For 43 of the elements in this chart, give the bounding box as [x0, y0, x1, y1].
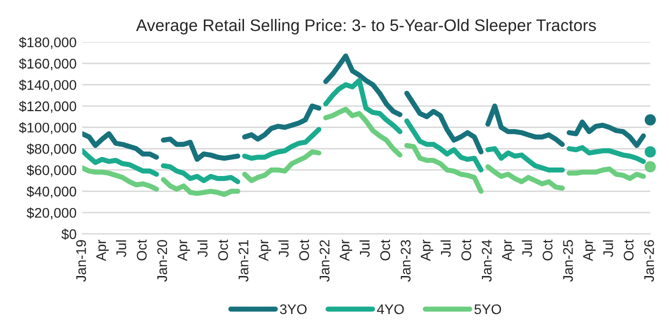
y-tick-label: $60,000 — [26, 164, 76, 177]
legend-label: 5YO — [474, 304, 502, 314]
x-tick-label: Jul — [440, 240, 451, 258]
x-tick-label: Jan-24 — [482, 240, 492, 282]
x-tick-label: Oct — [380, 240, 390, 260]
x-tick-label: Jan-23 — [400, 240, 411, 282]
x-tick-label: Jul — [116, 240, 126, 258]
y-tick-label: $20,000 — [26, 207, 76, 220]
x-tick-label: Jan-26 — [644, 240, 654, 282]
x-tick-label: Jan-22 — [320, 240, 330, 282]
x-tick-label: Apr — [258, 240, 272, 262]
x-tick-label: Jul — [278, 240, 289, 258]
x-tick-label: Apr — [502, 240, 515, 262]
y-tick-label: $100,000 — [18, 122, 76, 134]
y-tick-label: $140,000 — [18, 79, 76, 92]
legend-label: 4YO — [377, 304, 404, 314]
y-tick-label: $80,000 — [26, 143, 76, 156]
x-tick-label: Oct — [542, 240, 552, 260]
x-tick-label: Apr — [340, 240, 352, 262]
y-tick-label: $180,000 — [18, 36, 76, 49]
x-tick-label: Oct — [461, 240, 472, 260]
x-tick-label: Jan-20 — [157, 240, 168, 282]
x-tick-label: Jul — [602, 240, 614, 258]
y-tick-label: $0 — [61, 228, 76, 240]
y-tick-label: $160,000 — [18, 58, 76, 70]
x-tick-label: Oct — [218, 240, 228, 260]
x-tick-label: Oct — [624, 240, 634, 260]
x-tick-label: Jul — [522, 240, 532, 258]
x-tick-label: Jan-21 — [238, 240, 248, 282]
x-tick-label: Apr — [420, 240, 434, 262]
x-tick-label: Apr — [178, 240, 190, 262]
x-tick-label: Jan-25 — [563, 240, 573, 282]
x-tick-label: Apr — [583, 240, 596, 262]
chart-title: Average Retail Selling Price: 3- to 5-Year-Old Sleeper Tractors — [136, 18, 596, 34]
legend-label: 3YO — [280, 304, 307, 314]
x-tick-label: Oct — [299, 240, 310, 260]
x-tick-label: Jul — [359, 240, 370, 258]
x-tick-label: Apr — [96, 240, 109, 262]
y-tick-label: $40,000 — [26, 186, 76, 198]
x-tick-label: Oct — [136, 240, 147, 260]
x-tick-label: Jan-19 — [76, 240, 86, 282]
y-tick-label: $120,000 — [18, 100, 76, 113]
x-tick-label: Jul — [197, 240, 208, 258]
